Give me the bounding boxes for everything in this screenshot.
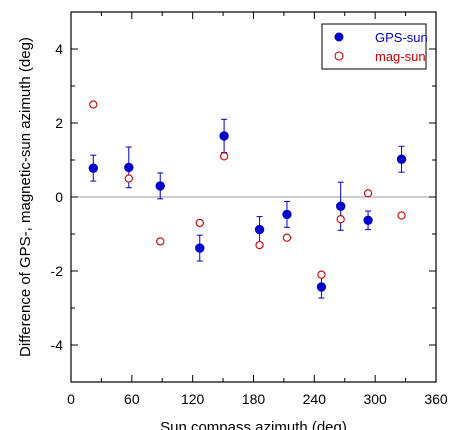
gps-sun-point — [335, 201, 346, 211]
y-tick-label: -2 — [51, 263, 64, 279]
mag-sun-point — [317, 270, 326, 279]
gps-sun-point — [254, 224, 265, 235]
y-tick-label: 4 — [55, 41, 63, 57]
data-marks — [88, 100, 407, 299]
mag-sun-point — [89, 100, 98, 109]
gps-sun-point — [88, 163, 99, 173]
legend-label-mag-sun: mag-sun — [375, 49, 426, 64]
gps-sun-point — [363, 215, 373, 226]
x-tick-label: 0 — [67, 391, 75, 407]
legend-box — [321, 23, 427, 70]
x-tick-label: 60 — [124, 391, 140, 407]
gps-sun-point — [282, 209, 292, 220]
gps-sun-point — [316, 282, 327, 292]
gps-sun-point — [219, 131, 229, 141]
y-tick-label: 0 — [55, 189, 63, 205]
legend-marker-mag-sun — [334, 51, 344, 61]
mag-sun-point — [397, 211, 406, 220]
mag-sun-point — [124, 174, 133, 183]
x-tick-label: 120 — [181, 391, 205, 407]
mag-sun-point — [363, 189, 373, 198]
legend-marker-gps-sun — [334, 32, 344, 42]
gps-sun-point — [396, 154, 407, 164]
mag-sun-point — [282, 233, 292, 242]
gps-sun-point — [155, 181, 165, 191]
y-tick-label: -4 — [51, 337, 64, 353]
mag-sun-point — [255, 240, 264, 250]
x-tick-label: 300 — [363, 391, 387, 407]
x-tick-label: 240 — [303, 391, 327, 407]
x-axis-title: Sun compass azimuth (deg) — [160, 419, 347, 430]
y-axis-title: Difference of GPS-, magnetic-sun azimuth… — [17, 37, 34, 357]
mag-sun-point — [336, 215, 345, 224]
gps-sun-point — [195, 243, 205, 253]
legend-label-gps-sun: GPS-sun — [375, 30, 428, 45]
mag-sun-point — [219, 152, 229, 161]
mag-sun-point — [195, 218, 204, 228]
y-tick-label: 2 — [55, 115, 63, 131]
axis-ticks: 0 60 120 180 240 300 360 4 2 0 -2 -4 — [51, 11, 448, 407]
legend: GPS-sun mag-sun — [321, 23, 428, 70]
gps-sun-point — [124, 162, 134, 173]
x-tick-label: 360 — [424, 391, 448, 407]
mag-sun-point — [156, 237, 165, 246]
x-tick-label: 180 — [242, 391, 266, 407]
